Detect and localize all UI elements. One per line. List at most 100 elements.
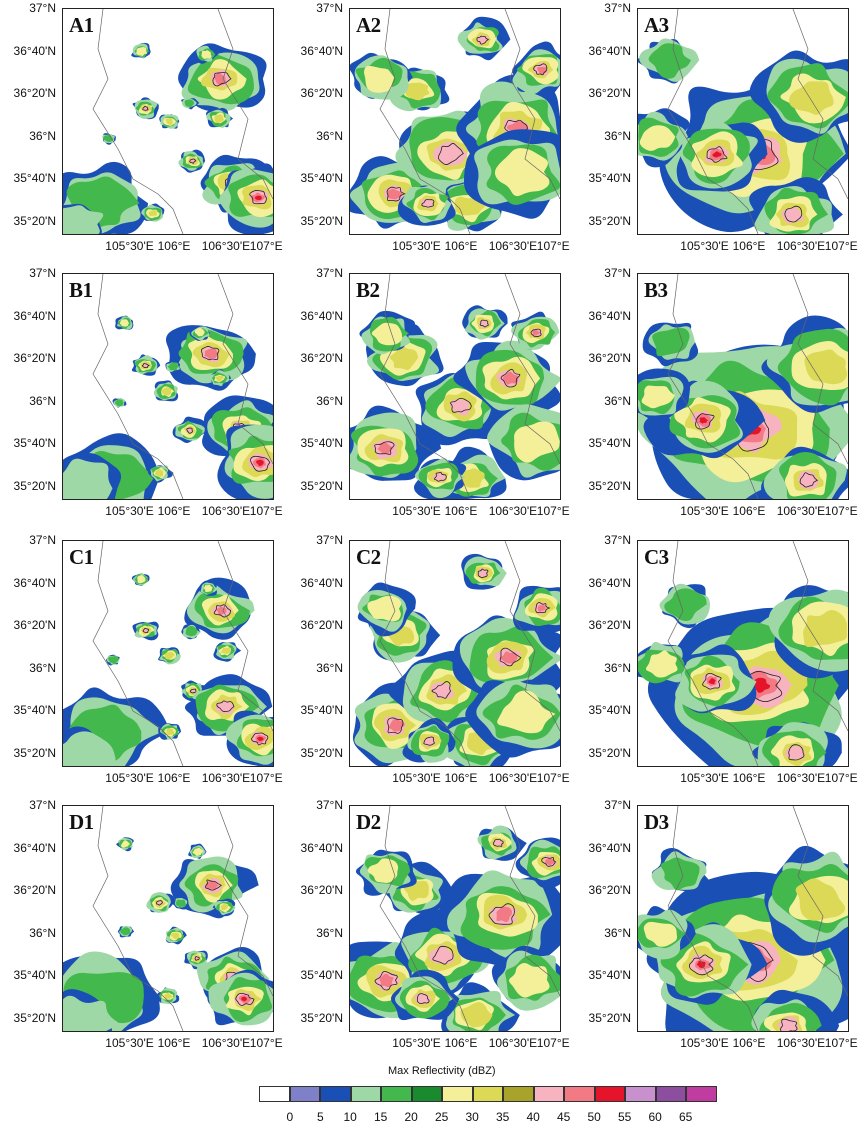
x-tick-label: 107°E	[824, 239, 858, 253]
colorbar-box	[442, 1086, 473, 1102]
echo-a3-1-l7	[712, 151, 722, 158]
colorbar-tick-label: 5	[317, 1110, 324, 1124]
map-panel-a2: A2	[349, 8, 561, 235]
x-tick-label: 107°E	[249, 1036, 283, 1050]
colorbar-box	[594, 1086, 625, 1102]
x-tick-label: 105°30'E	[680, 771, 729, 785]
echo-a1-11-l2	[102, 134, 114, 143]
x-tick-label: 105°30'E	[105, 239, 154, 253]
y-tick-label: 37°N	[604, 798, 631, 812]
y-tick-label: 36°40'N	[13, 308, 56, 323]
map-panel-a1: A1	[62, 8, 274, 235]
contour-d1-6	[235, 992, 255, 1006]
contour-d3-1	[688, 954, 714, 976]
x-tick-label: 105°30'E	[392, 1036, 441, 1050]
x-tick-label: 106°E	[157, 771, 191, 785]
colorbar-box	[472, 1086, 503, 1102]
echo-b1-8-l1	[63, 458, 113, 499]
map-panel-d3: D3	[637, 805, 849, 1032]
x-tick-label: 106°30'E	[488, 1036, 538, 1050]
reflectivity-field-c3	[638, 541, 848, 766]
boundary-c3-2	[792, 541, 848, 732]
echo-a2-7-l3	[364, 65, 395, 93]
echo-b2-1-l5	[449, 399, 470, 416]
echo-a2-8-l3	[494, 148, 550, 197]
y-tick-label: 35°20'N	[588, 1010, 631, 1025]
echo-d3-3-l2	[660, 857, 700, 891]
y-tick-label: 36°40'N	[588, 575, 631, 590]
panel-label-d3: D3	[644, 810, 669, 834]
colorbar-tick-label: 30	[465, 1110, 479, 1124]
y-tick-label: 37°N	[604, 533, 631, 547]
echo-b1-10-l3	[194, 327, 205, 337]
boundary-a1-1	[92, 9, 184, 234]
echo-a2-3-l4	[405, 82, 430, 101]
contour-c2-0	[387, 717, 404, 734]
y-tick-label: 36°20'N	[588, 883, 631, 897]
reflectivity-field-b1	[63, 274, 273, 499]
map-panel-d2: D2	[349, 805, 561, 1032]
echo-c1-11-l2	[108, 656, 120, 665]
contour-a3-4	[784, 205, 803, 223]
y-tick-label: 36°N	[604, 660, 631, 675]
boundary-c3-1	[667, 541, 759, 766]
contour-a2-5	[533, 63, 548, 76]
map-panel-b1: B1	[62, 273, 274, 500]
contour-d2-9	[416, 993, 430, 1005]
y-tick-label: 36°N	[604, 128, 631, 143]
echo-d1-9-l4	[164, 992, 173, 1000]
boundary-b3-2	[792, 274, 848, 465]
echo-a1-13-l2	[184, 99, 195, 108]
y-tick-label: 37°N	[29, 533, 56, 547]
echo-d1-8-l1	[63, 995, 121, 1031]
boundary-d3-1	[667, 806, 759, 1031]
echo-c3-1-l7	[708, 678, 716, 685]
echo-d1-10-l3	[192, 847, 204, 856]
echo-c3-2-l4	[803, 609, 848, 648]
echo-d3-5-l3	[643, 921, 678, 947]
echo-c1-9-l4	[166, 728, 175, 736]
y-tick-label: 36°20'N	[300, 618, 343, 632]
y-tick-label: 36°20'N	[13, 351, 56, 365]
map-panel-c1: C1	[62, 540, 274, 767]
y-tick-label: 36°N	[316, 128, 343, 143]
panel-label-c3: C3	[644, 545, 669, 569]
x-tick-label: 107°E	[249, 239, 283, 253]
x-tick-label: 106°E	[444, 504, 478, 518]
y-tick-label: 36°20'N	[13, 618, 56, 632]
contour-b1-4	[186, 427, 193, 434]
contour-c2-2	[499, 647, 522, 667]
echo-b2-2-l6	[502, 371, 519, 385]
echo-a1-10-l3	[201, 50, 212, 59]
echo-b1-12-l4	[215, 375, 224, 382]
colorbar-box	[686, 1086, 717, 1102]
contour-b2-5	[530, 328, 542, 338]
contour-b1-6	[250, 455, 271, 472]
echo-d3-4-l5	[777, 1016, 799, 1031]
echo-a1-8-l1	[63, 205, 104, 234]
echo-c2-8-l3	[497, 690, 556, 734]
map-panel-d1: D1	[62, 805, 274, 1032]
contour-d2-4	[492, 838, 504, 847]
echo-b1-1-l3	[119, 319, 130, 327]
x-tick-label: 105°30'E	[680, 504, 729, 518]
echo-a3-2-l4	[789, 81, 834, 115]
boundary-a3-2	[792, 9, 848, 200]
y-tick-label: 35°40'N	[13, 703, 56, 717]
colorbar-tick-label: 45	[557, 1110, 571, 1124]
contour-d1-2	[156, 900, 163, 906]
x-tick-label: 106°E	[157, 239, 191, 253]
y-tick-label: 36°20'N	[13, 883, 56, 897]
boundary-c2-2	[504, 541, 560, 732]
colorbar-box	[320, 1086, 351, 1102]
colorbar-tick-label: 20	[404, 1110, 418, 1124]
contour-b3-1	[695, 413, 715, 430]
x-tick-label: 106°30'E	[201, 239, 251, 253]
x-tick-label: 105°30'E	[105, 1036, 154, 1050]
x-tick-label: 107°E	[536, 1036, 570, 1050]
y-tick-label: 36°40'N	[13, 43, 56, 58]
contour-b2-9	[433, 471, 447, 482]
y-tick-label: 37°N	[604, 266, 631, 280]
x-tick-label: 105°30'E	[392, 771, 441, 785]
echo-a1-9-l4	[148, 210, 158, 217]
